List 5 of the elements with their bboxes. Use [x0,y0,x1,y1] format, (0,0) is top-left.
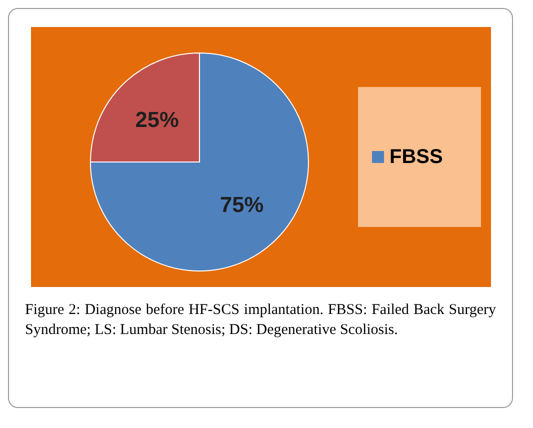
data-label: 75% [220,192,264,217]
data-label: 25% [134,107,178,132]
caption: Figure 2: Diagnose before HF-SCS implantation. FBSS: Failed Back Surgery Syndrome; LS: Lumbar Stenosis; DS: Degenerative Scoliosis. [25,301,496,340]
legend-label: FBSS [390,146,443,168]
pie-slice [89,52,308,272]
